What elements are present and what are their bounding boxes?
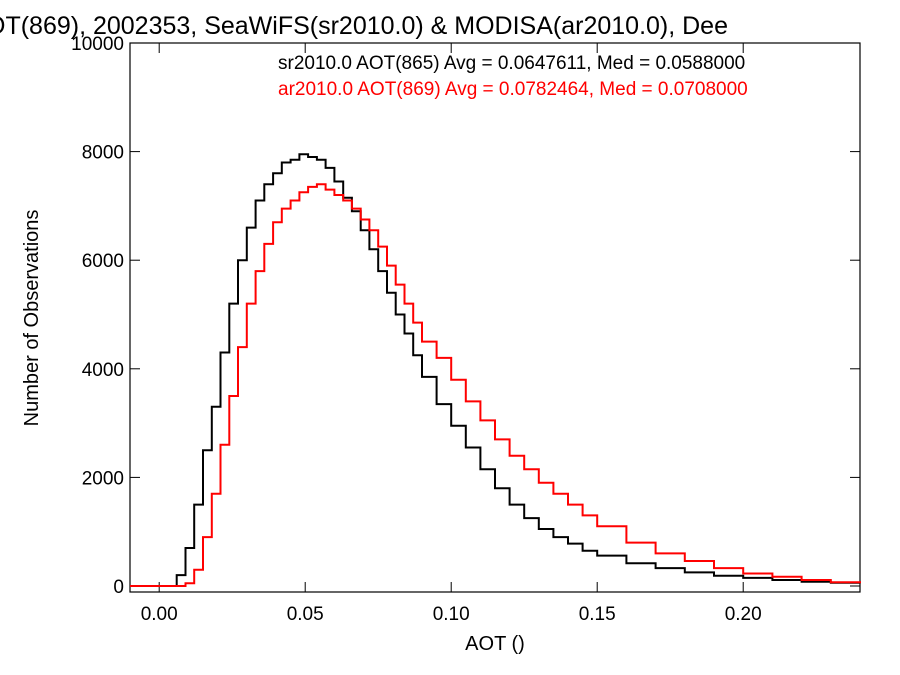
series-line-1	[130, 183, 861, 587]
x-axis: 0.00 0.05 0.10 0.15 0.20	[141, 43, 762, 625]
y-tick-label: 10000	[71, 34, 124, 55]
annotation-sr2010: sr2010.0 AOT(865) Avg = 0.0647611, Med =…	[278, 53, 745, 74]
y-axis-label: Number of Observations	[21, 210, 43, 427]
y-tick-label: 6000	[82, 251, 124, 272]
y-tick-label: 2000	[82, 468, 124, 489]
x-tick-label: 0.15	[579, 604, 616, 625]
x-tick-label: 0.10	[433, 604, 470, 625]
annotation-ar2010: ar2010.0 AOT(869) Avg = 0.0782464, Med =…	[278, 79, 748, 100]
plot-frame	[129, 42, 861, 593]
x-tick-label: 0.20	[725, 604, 762, 625]
x-axis-label: AOT ()	[465, 633, 525, 655]
series-layer	[130, 153, 861, 587]
y-tick-label: 4000	[82, 360, 124, 381]
chart-title: OT(869), 2002353, SeaWiFS(sr2010.0) & MO…	[0, 12, 728, 40]
y-axis: 0 2000 4000 6000 8000 10000	[71, 34, 860, 598]
x-tick-label: 0.05	[287, 604, 324, 625]
y-tick-label: 0	[113, 577, 124, 598]
x-tick-label: 0.00	[141, 604, 178, 625]
series-line-0	[130, 153, 861, 587]
y-tick-label: 8000	[82, 143, 124, 164]
